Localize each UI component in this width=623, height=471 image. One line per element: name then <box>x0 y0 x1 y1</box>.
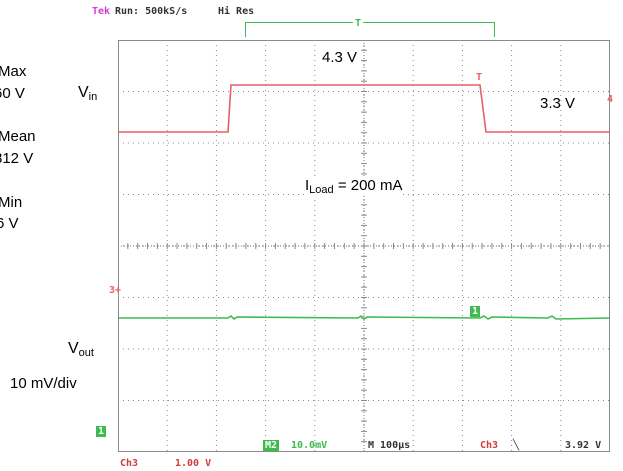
trigger-point-marker: T <box>476 72 483 83</box>
run-status: Run: 500kS/s <box>115 6 188 17</box>
vout-scale-label: 10 mV/div <box>10 375 77 392</box>
trigger-source[interactable]: Ch3 <box>480 440 499 451</box>
timebase-readout[interactable]: M 100μs <box>368 440 411 451</box>
min-label: Min <box>0 194 23 211</box>
brand-label: Tek <box>92 6 111 17</box>
graticule <box>118 40 610 452</box>
acquisition-mode: Hi Res <box>218 6 255 17</box>
vin-high-level: 4.3 V <box>322 49 358 66</box>
vout-label: Vout <box>68 340 94 359</box>
min-value: 6 V <box>0 215 19 232</box>
trigger-slope-icon: ╲ <box>513 440 520 451</box>
ch3-scale-value[interactable]: 1.00 V <box>175 458 212 469</box>
oscilloscope-screen[interactable] <box>118 40 610 452</box>
trigger-position-bracket[interactable] <box>245 22 495 37</box>
max-label: Max <box>0 63 27 80</box>
vin-low-level: 3.3 V <box>540 95 576 112</box>
vin-trace <box>118 84 610 133</box>
mean-label: Mean <box>0 128 36 145</box>
trigger-level[interactable]: 3.92 V <box>565 440 602 451</box>
math-scale: 10.0mV <box>291 440 328 451</box>
mean-value: 812 V <box>0 150 34 167</box>
math-tag: M2 <box>263 440 280 451</box>
vin-label: Vin <box>78 84 98 103</box>
iload-label: ILoad = 200 mA <box>305 177 403 196</box>
max-value: 60 V <box>0 85 25 102</box>
ch1-tag: 1 <box>96 426 107 437</box>
vout-trace <box>118 314 610 321</box>
ch3-scale-label: Ch3 <box>120 458 139 469</box>
ch3-ground-marker: 3+ <box>109 285 122 296</box>
ch3-level-marker: 4 <box>607 94 614 105</box>
ch1-reference-marker: 1 <box>470 306 481 317</box>
trigger-position-marker: T <box>353 18 364 29</box>
